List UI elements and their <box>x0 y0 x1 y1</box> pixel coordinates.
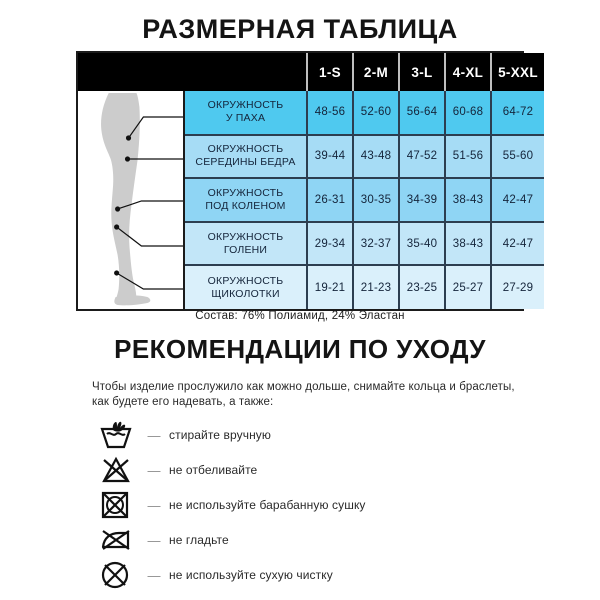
care-item-do-not-iron: — не гладьте <box>95 523 565 557</box>
leader-dots <box>114 135 132 276</box>
header-measure-cell <box>184 53 307 91</box>
row-label-groin: ОКРУЖНОСТЬ У ПАХА <box>184 91 308 136</box>
size-table-head: 1-S 2-M 3-L 4-XL 5-XXL <box>78 53 544 91</box>
header-size-5-xxl: 5-XXL <box>490 53 544 91</box>
header-size-2-m: 2-M <box>352 53 399 91</box>
care-dash: — <box>147 532 161 548</box>
cell-ankle-4-xl: 25-27 <box>445 265 492 309</box>
cell-below-knee-3-l: 34-39 <box>399 178 446 223</box>
care-dash: — <box>147 567 161 583</box>
page-title: РАЗМЕРНАЯ ТАБЛИЦА <box>142 14 458 44</box>
table-row: ОКРУЖНОСТЬ ГОЛЕНИ 29-34 32-37 35-40 38-4… <box>78 221 544 267</box>
cell-mid-thigh-1-s: 39-44 <box>307 134 354 180</box>
composition-text: Состав: 76% Полиамид, 24% Эластан <box>195 310 405 322</box>
cell-below-knee-1-s: 26-31 <box>307 178 354 223</box>
table-row: ОКРУЖНОСТЬ У ПАХА 48-56 52-60 56-64 60-6… <box>78 91 544 309</box>
care-section-title: РЕКОМЕНДАЦИИ ПО УХОДУ <box>114 334 486 364</box>
leg-illustration-cell <box>78 91 185 309</box>
care-instructions-list: — стирайте вручную — не отбеливайте — не… <box>95 418 565 593</box>
cell-calf-3-l: 35-40 <box>399 221 446 267</box>
care-text-no-tumble-dry: не используйте барабанную сушку <box>169 498 366 512</box>
header-size-3-l: 3-L <box>398 53 445 91</box>
row-label-line2: ПОД КОЛЕНОМ <box>205 199 286 212</box>
care-text-hand-wash: стирайте вручную <box>169 428 272 442</box>
header-size-4-xl: 4-XL <box>444 53 491 91</box>
care-dash: — <box>147 427 161 443</box>
cell-mid-thigh-5-xxl: 55-60 <box>491 134 544 180</box>
cell-groin-5-xxl: 64-72 <box>491 91 544 136</box>
row-label-line1: ОКРУЖНОСТЬ <box>207 230 284 243</box>
care-text-do-not-bleach: не отбеливайте <box>169 463 258 477</box>
cell-calf-2-m: 32-37 <box>353 221 400 267</box>
row-label-line1: ОКРУЖНОСТЬ <box>207 274 284 287</box>
cell-ankle-2-m: 21-23 <box>353 265 400 309</box>
care-text-do-not-iron: не гладьте <box>169 533 229 547</box>
no-tumble-dry-icon <box>95 490 139 520</box>
row-label-below-knee: ОКРУЖНОСТЬ ПОД КОЛЕНОМ <box>184 178 308 223</box>
size-table-container: 1-S 2-M 3-L 4-XL 5-XXL <box>76 51 544 311</box>
cell-groin-1-s: 48-56 <box>307 91 354 136</box>
care-item-do-not-bleach: — не отбеливайте <box>95 453 565 487</box>
cell-groin-4-xl: 60-68 <box>445 91 492 136</box>
care-item-hand-wash: — стирайте вручную <box>95 418 565 452</box>
care-intro-text: Чтобы изделие прослужило как можно дольш… <box>92 381 515 408</box>
care-text-no-dry-clean: не используйте сухую чистку <box>169 568 333 582</box>
do-not-iron-icon <box>95 525 139 555</box>
cell-below-knee-2-m: 30-35 <box>353 178 400 223</box>
table-header-row: 1-S 2-M 3-L 4-XL 5-XXL <box>78 53 544 91</box>
header-size-1-s: 1-S <box>306 53 353 91</box>
cell-below-knee-4-xl: 38-43 <box>445 178 492 223</box>
cell-mid-thigh-2-m: 43-48 <box>353 134 400 180</box>
care-item-no-tumble-dry: — не используйте барабанную сушку <box>95 488 565 522</box>
row-label-calf: ОКРУЖНОСТЬ ГОЛЕНИ <box>184 221 308 267</box>
cell-groin-2-m: 52-60 <box>353 91 400 136</box>
cell-ankle-1-s: 19-21 <box>307 265 354 309</box>
table-row: ОКРУЖНОСТЬ СЕРЕДИНЫ БЕДРА 39-44 43-48 47… <box>78 134 544 180</box>
cell-mid-thigh-4-xl: 51-56 <box>445 134 492 180</box>
care-item-no-dry-clean: — не используйте сухую чистку <box>95 558 565 592</box>
no-dry-clean-icon <box>95 560 139 590</box>
care-dash: — <box>147 462 161 478</box>
care-dash: — <box>147 497 161 513</box>
row-label-mid-thigh: ОКРУЖНОСТЬ СЕРЕДИНЫ БЕДРА <box>184 134 308 180</box>
cell-mid-thigh-3-l: 47-52 <box>399 134 446 180</box>
leader-lines <box>116 116 183 290</box>
foot-shape <box>114 295 151 306</box>
row-label-line2: СЕРЕДИНЫ БЕДРА <box>195 156 296 169</box>
hand-wash-icon <box>95 420 139 450</box>
row-label-line1: ОКРУЖНОСТЬ <box>207 143 284 156</box>
row-label-ankle: ОКРУЖНОСТЬ ЩИКОЛОТКИ <box>184 265 308 309</box>
header-illustration-cell <box>78 53 184 91</box>
table-row: ОКРУЖНОСТЬ ПОД КОЛЕНОМ 26-31 30-35 34-39… <box>78 178 544 223</box>
cell-ankle-3-l: 23-25 <box>399 265 446 309</box>
size-table: 1-S 2-M 3-L 4-XL 5-XXL <box>78 53 544 309</box>
row-label-line2: У ПАХА <box>225 112 266 125</box>
cell-below-knee-5-xxl: 42-47 <box>491 178 544 223</box>
row-label-line2: ГОЛЕНИ <box>223 243 268 256</box>
table-row: ОКРУЖНОСТЬ ЩИКОЛОТКИ 19-21 21-23 23-25 2… <box>78 265 544 309</box>
row-label-line2: ЩИКОЛОТКИ <box>211 287 280 300</box>
cell-groin-3-l: 56-64 <box>399 91 446 136</box>
leg-shape <box>101 92 140 301</box>
cell-ankle-5-xxl: 27-29 <box>491 265 544 309</box>
cell-calf-5-xxl: 42-47 <box>491 221 544 267</box>
cell-calf-4-xl: 38-43 <box>445 221 492 267</box>
do-not-bleach-icon <box>95 455 139 485</box>
size-table-body: ОКРУЖНОСТЬ У ПАХА 48-56 52-60 56-64 60-6… <box>78 91 544 309</box>
row-label-line1: ОКРУЖНОСТЬ <box>207 99 284 112</box>
leg-diagram-icon <box>101 92 183 306</box>
row-label-line1: ОКРУЖНОСТЬ <box>207 186 284 199</box>
cell-calf-1-s: 29-34 <box>307 221 354 267</box>
